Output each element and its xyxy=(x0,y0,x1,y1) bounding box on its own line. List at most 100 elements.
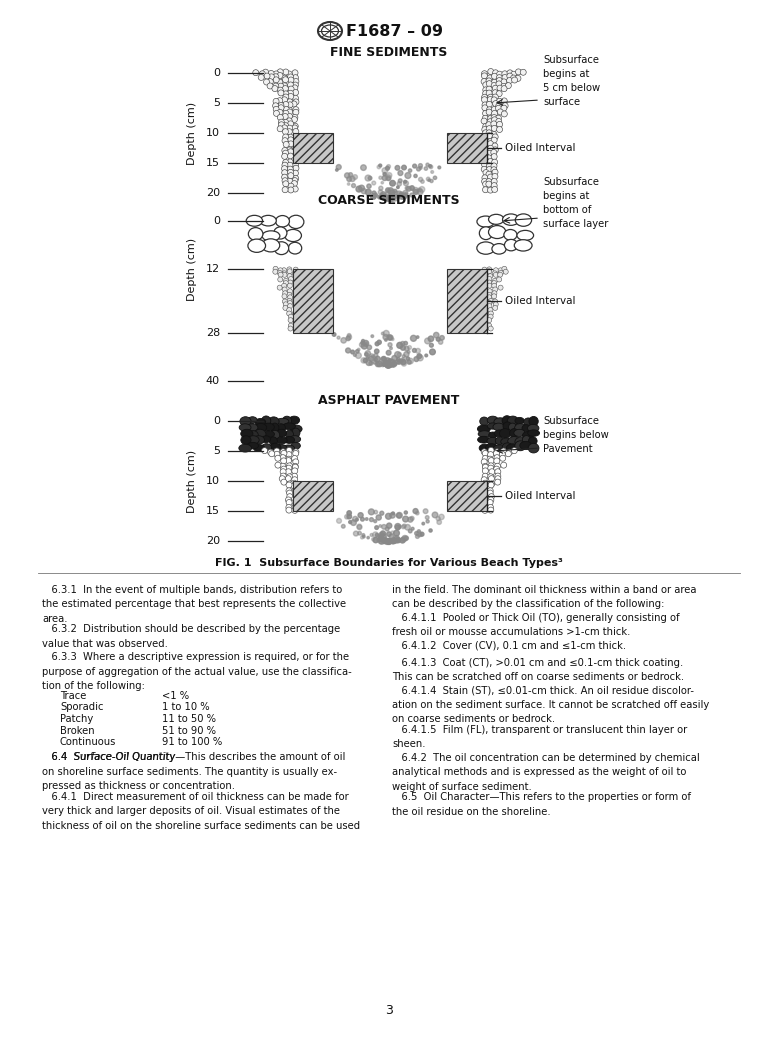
Circle shape xyxy=(273,83,279,90)
Circle shape xyxy=(277,115,283,121)
Circle shape xyxy=(436,516,440,520)
Circle shape xyxy=(482,474,489,479)
Circle shape xyxy=(485,181,492,187)
Circle shape xyxy=(429,166,433,169)
Circle shape xyxy=(288,94,294,100)
Circle shape xyxy=(375,341,379,346)
Circle shape xyxy=(373,532,378,537)
Ellipse shape xyxy=(493,445,506,452)
Circle shape xyxy=(408,346,412,350)
Ellipse shape xyxy=(514,239,532,251)
Circle shape xyxy=(292,507,298,513)
Circle shape xyxy=(291,101,297,107)
Circle shape xyxy=(382,525,387,529)
Circle shape xyxy=(384,537,387,540)
Circle shape xyxy=(405,193,408,196)
Circle shape xyxy=(293,95,299,101)
Circle shape xyxy=(429,164,432,168)
Circle shape xyxy=(280,463,286,469)
Circle shape xyxy=(403,516,408,522)
Circle shape xyxy=(391,512,394,515)
Circle shape xyxy=(352,516,358,522)
Text: 3: 3 xyxy=(385,1005,393,1017)
Circle shape xyxy=(391,538,395,543)
Circle shape xyxy=(387,539,391,543)
Circle shape xyxy=(293,319,297,324)
Circle shape xyxy=(366,357,369,359)
Circle shape xyxy=(491,137,497,143)
Text: 6.4.1.3  Coat (CT), >0.01 cm and ≤0.1-cm thick coating.
This can be scratched of: 6.4.1.3 Coat (CT), >0.01 cm and ≤0.1-cm … xyxy=(392,658,684,682)
Circle shape xyxy=(482,271,488,276)
Circle shape xyxy=(393,360,396,363)
Circle shape xyxy=(293,311,297,315)
Circle shape xyxy=(482,311,487,315)
Ellipse shape xyxy=(504,229,517,240)
Circle shape xyxy=(391,359,394,363)
Ellipse shape xyxy=(262,423,275,431)
Circle shape xyxy=(374,354,378,357)
Circle shape xyxy=(287,274,293,279)
Circle shape xyxy=(337,518,342,524)
Circle shape xyxy=(492,174,498,179)
Circle shape xyxy=(491,97,497,103)
Circle shape xyxy=(390,180,395,186)
Circle shape xyxy=(342,525,345,528)
Circle shape xyxy=(405,536,408,540)
Circle shape xyxy=(482,327,486,332)
Circle shape xyxy=(282,120,289,125)
Circle shape xyxy=(482,464,489,471)
Circle shape xyxy=(292,456,298,461)
Circle shape xyxy=(286,452,292,458)
Circle shape xyxy=(502,103,508,108)
Circle shape xyxy=(506,450,513,455)
Circle shape xyxy=(491,82,497,88)
Circle shape xyxy=(420,532,424,536)
Circle shape xyxy=(379,535,382,539)
Circle shape xyxy=(492,79,497,85)
Ellipse shape xyxy=(494,417,506,426)
Circle shape xyxy=(282,271,287,276)
Ellipse shape xyxy=(520,441,532,450)
Circle shape xyxy=(493,466,499,473)
Circle shape xyxy=(288,304,293,308)
Circle shape xyxy=(399,194,405,199)
Circle shape xyxy=(388,540,391,542)
Text: 1 to 10 %: 1 to 10 % xyxy=(162,703,209,712)
Text: 12: 12 xyxy=(206,264,220,274)
Circle shape xyxy=(394,535,399,540)
Circle shape xyxy=(401,166,406,170)
Circle shape xyxy=(488,507,494,513)
Circle shape xyxy=(374,349,379,354)
Circle shape xyxy=(405,525,410,530)
Circle shape xyxy=(482,295,487,300)
Circle shape xyxy=(286,147,293,153)
Circle shape xyxy=(292,487,298,493)
Circle shape xyxy=(394,362,397,365)
Circle shape xyxy=(393,537,398,543)
Ellipse shape xyxy=(489,226,506,238)
Text: 6.4: 6.4 xyxy=(42,753,73,762)
Circle shape xyxy=(510,71,517,77)
Circle shape xyxy=(373,361,376,364)
Ellipse shape xyxy=(240,429,253,438)
Circle shape xyxy=(283,278,289,283)
Circle shape xyxy=(439,514,444,519)
Circle shape xyxy=(401,360,406,364)
Circle shape xyxy=(411,335,416,341)
Circle shape xyxy=(385,197,389,201)
Circle shape xyxy=(398,353,401,357)
Circle shape xyxy=(491,163,497,169)
Circle shape xyxy=(380,361,385,366)
Circle shape xyxy=(482,497,488,503)
Circle shape xyxy=(293,449,299,455)
Circle shape xyxy=(380,192,386,197)
Circle shape xyxy=(292,134,298,141)
Circle shape xyxy=(416,336,419,338)
Circle shape xyxy=(482,487,488,493)
Circle shape xyxy=(282,77,289,82)
Circle shape xyxy=(402,524,406,528)
Circle shape xyxy=(408,517,413,523)
Text: Broken: Broken xyxy=(60,726,95,736)
Circle shape xyxy=(293,75,299,80)
Circle shape xyxy=(278,272,283,277)
